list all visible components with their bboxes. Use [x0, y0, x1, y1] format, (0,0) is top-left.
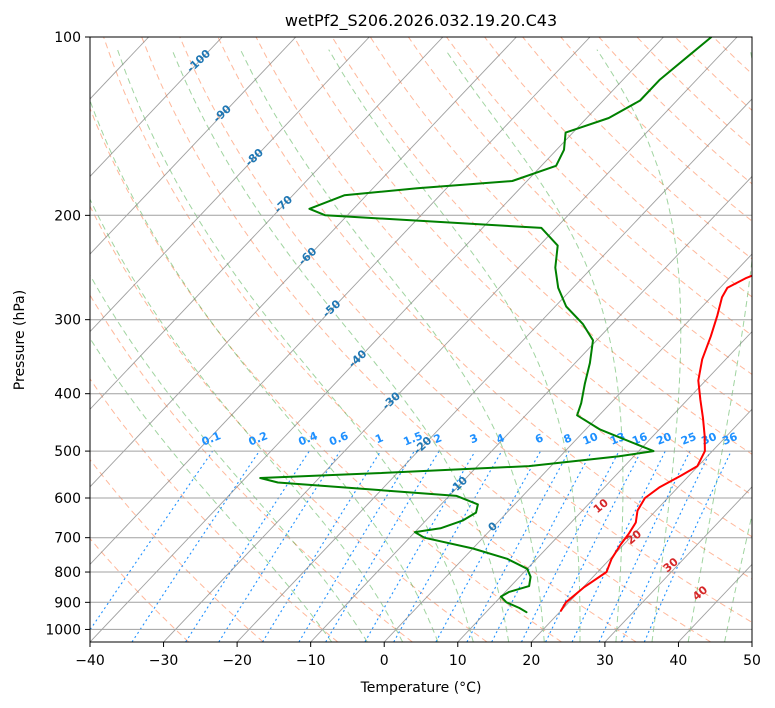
mixing-ratio-label: 20	[654, 430, 673, 448]
mixing-ratio-label: 2	[432, 431, 444, 446]
mixing-ratio-line	[598, 450, 691, 642]
mixing-ratio-line	[466, 450, 570, 642]
moist-adiabat-line	[596, 49, 682, 642]
y-tick-label: 800	[54, 565, 81, 581]
moist-adiabat-line	[90, 198, 404, 642]
x-tick-label: 20	[522, 653, 540, 669]
mixing-ratio-line	[435, 450, 542, 642]
x-tick-label: −30	[149, 653, 179, 669]
mixing-ratio-label: 8	[562, 431, 574, 446]
moist-adiabat-line	[90, 99, 439, 642]
y-tick-label: 500	[54, 444, 81, 460]
mixing-ratio-line	[545, 450, 642, 642]
mixing-ratio-label: 3	[468, 431, 480, 446]
moist-adiabat-line	[90, 274, 368, 642]
y-tick-label: 900	[54, 595, 81, 611]
isotherm-line	[236, 98, 752, 642]
isotherm-line	[530, 408, 752, 642]
x-tick-label: −40	[75, 653, 105, 669]
isotherm-line	[604, 486, 752, 642]
dry-adiabat-line	[217, 37, 752, 580]
mixing-ratio-line	[325, 450, 440, 642]
dry-adiabat-line	[331, 37, 752, 455]
sounding-series	[259, 37, 752, 614]
mixing-ratio-label: 1	[373, 431, 385, 446]
moist-adiabat-line	[171, 49, 510, 642]
y-axis-label: Pressure (hPa)	[12, 290, 28, 390]
mixing-ratio-line	[621, 450, 711, 642]
isotherm-line	[457, 330, 752, 642]
isotherm-line	[90, 37, 297, 255]
moist-adiabat-line	[239, 49, 545, 642]
y-tick-label: 1000	[45, 622, 81, 638]
mixing-ratio-line	[262, 450, 382, 642]
x-tick-label: 10	[449, 653, 467, 669]
x-tick-label: 30	[596, 653, 614, 669]
x-tick-label: −10	[296, 653, 326, 669]
x-tick-label: 40	[670, 653, 688, 669]
dry-adiabat-line	[179, 37, 752, 623]
temperature-profile-line	[559, 274, 752, 612]
dry-adiabat-line	[103, 37, 637, 642]
moist-adiabat-line	[724, 512, 752, 642]
isotherm-line	[90, 37, 664, 642]
y-tick-label: 200	[54, 208, 81, 224]
mixing-ratio-line	[185, 450, 310, 642]
mixing-ratio-label: 10	[581, 430, 600, 448]
mixing-ratio-line	[298, 450, 415, 642]
moist-adiabat-line	[444, 49, 624, 642]
x-axis-label: Temperature (°C)	[360, 680, 482, 696]
isotherm-line	[90, 37, 444, 410]
dry-adiabat-line	[293, 37, 752, 496]
x-tick-label: 50	[743, 653, 761, 669]
axes: −40 −30 −20 −10 0 10 20 30 40 50 100 200 300 400 500 60…	[45, 30, 761, 669]
dry-adiabat-line	[407, 37, 752, 375]
x-tick-label: −20	[222, 653, 252, 669]
dry-adiabat-line	[90, 377, 339, 642]
dry-adiabat-line	[369, 37, 752, 415]
moist-adiabat-line	[687, 49, 752, 642]
mixing-ratio-line	[521, 450, 620, 642]
mixing-ratio-label: 36	[720, 430, 739, 448]
moist-adiabat-line	[90, 337, 333, 642]
isotherm-line	[383, 253, 752, 642]
y-tick-label: 600	[54, 491, 81, 507]
isotherm-line	[90, 37, 370, 333]
dry-adiabat-line	[90, 205, 488, 642]
y-tick-label: 100	[54, 30, 81, 46]
isotherm-line	[310, 175, 752, 642]
chart-title: wetPf2_S206.2026.032.19.20.C43	[285, 11, 557, 31]
isotherm-line	[90, 37, 591, 566]
dry-adiabat-line	[141, 37, 712, 642]
dry-adiabat-line	[90, 107, 562, 642]
dry-adiabat-line	[446, 37, 752, 337]
x-tick-label: 0	[380, 653, 389, 669]
isotherm-line	[163, 37, 738, 642]
pressure-gridlines	[90, 37, 752, 630]
mixing-ratio-label: 25	[679, 430, 698, 448]
dry-adiabat-line	[90, 537, 190, 642]
isotherms	[90, 37, 752, 642]
plot-frame	[89, 36, 753, 643]
dry-adiabat-line	[90, 458, 264, 642]
y-tick-label: 400	[54, 387, 81, 403]
moist-adiabat-line	[328, 49, 581, 642]
moist-adiabats	[90, 49, 752, 642]
dewpoint-profile-line	[259, 37, 713, 614]
y-tick-label: 700	[54, 531, 81, 547]
isotherm-line	[90, 37, 517, 488]
isotherm-line	[90, 37, 223, 178]
moist-adiabat-line	[117, 49, 474, 642]
y-tick-label: 300	[54, 313, 81, 329]
mixing-ratio-line	[491, 450, 593, 642]
